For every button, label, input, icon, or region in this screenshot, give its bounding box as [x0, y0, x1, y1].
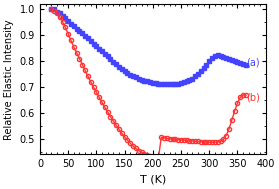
X-axis label: T (K): T (K)	[140, 175, 166, 185]
Text: (a): (a)	[246, 57, 259, 67]
Text: (b): (b)	[246, 92, 260, 102]
Y-axis label: Relative Elastic Intensity: Relative Elastic Intensity	[4, 19, 14, 140]
